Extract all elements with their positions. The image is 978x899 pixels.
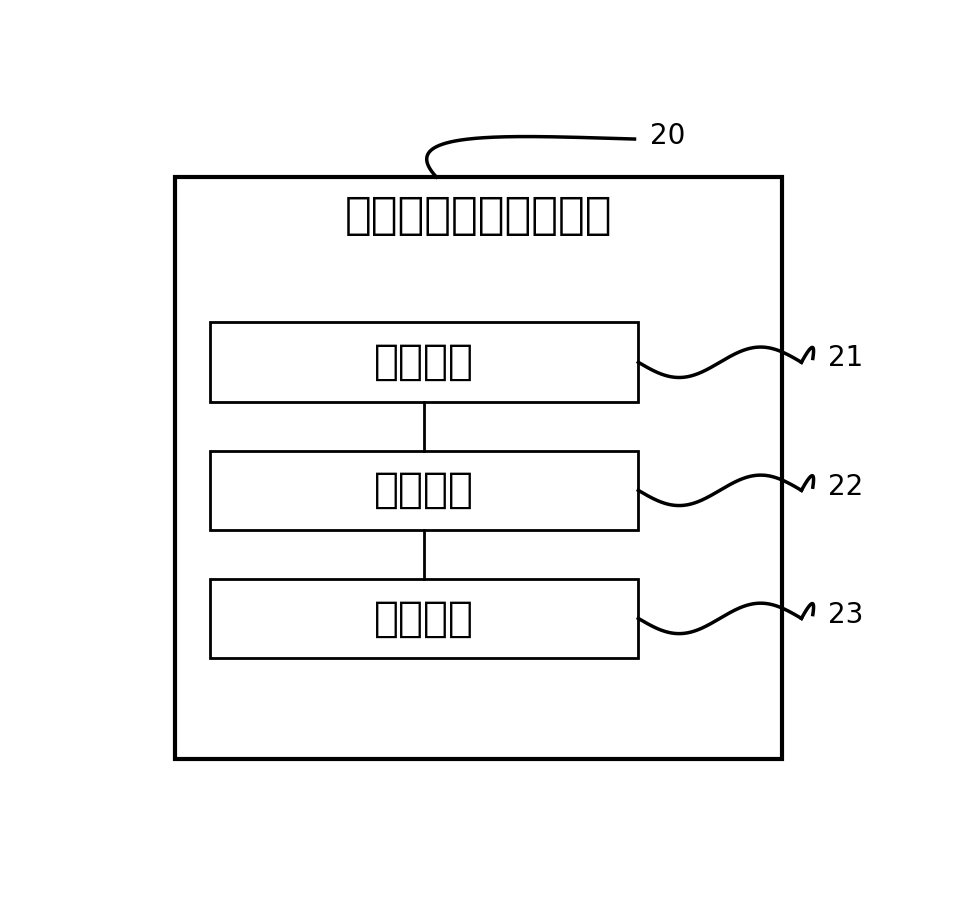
Text: 22: 22 (827, 473, 863, 502)
Text: 管理模块: 管理模块 (374, 598, 473, 639)
Text: 20: 20 (649, 121, 685, 149)
Text: 21: 21 (827, 344, 863, 372)
Bar (209, 323, 638, 402)
Bar (175, 177, 781, 759)
Text: 23: 23 (827, 601, 863, 628)
Bar (209, 579, 638, 658)
Bar (209, 450, 638, 530)
Text: 接收模块: 接收模块 (374, 342, 473, 383)
Text: 确定模块: 确定模块 (374, 469, 473, 512)
Text: 片上系统密钥管理装置: 片上系统密钥管理装置 (345, 193, 612, 236)
